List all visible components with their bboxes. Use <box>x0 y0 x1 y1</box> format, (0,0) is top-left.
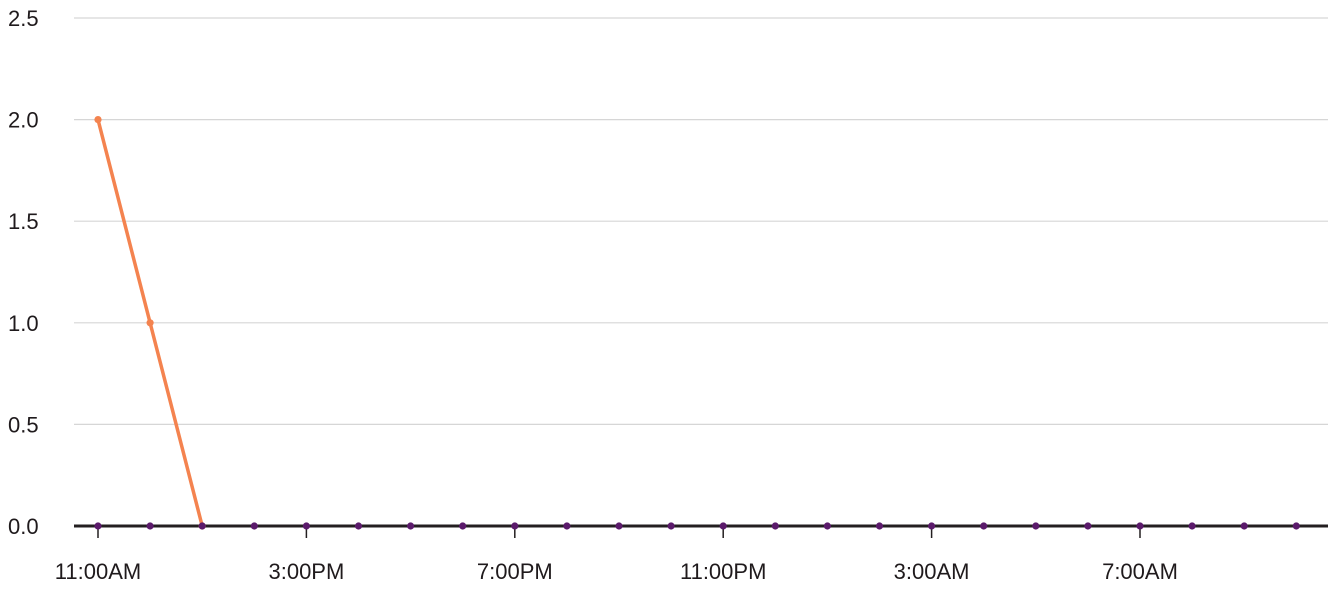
data-point[interactable] <box>407 522 415 530</box>
data-point[interactable] <box>615 522 623 530</box>
data-point[interactable] <box>94 116 102 124</box>
y-axis-tick-labels: 0.0 0.5 1.0 1.5 2.0 2.5 <box>8 6 39 539</box>
data-point[interactable] <box>146 319 154 327</box>
data-point[interactable] <box>94 522 102 530</box>
y-tick-label: 0.0 <box>8 514 39 539</box>
data-point[interactable] <box>1292 522 1300 530</box>
data-point[interactable] <box>146 522 154 530</box>
data-point[interactable] <box>563 522 571 530</box>
y-tick-label: 1.5 <box>8 209 39 234</box>
data-point[interactable] <box>667 522 675 530</box>
y-tick-label: 0.5 <box>8 412 39 437</box>
y-tick-label: 2.0 <box>8 108 39 133</box>
x-tick-label: 7:00AM <box>1102 559 1178 584</box>
data-point[interactable] <box>1188 522 1196 530</box>
data-point[interactable] <box>1032 522 1040 530</box>
data-point[interactable] <box>875 522 884 530</box>
data-point[interactable] <box>928 522 936 530</box>
y-tick-label: 2.5 <box>8 6 39 31</box>
data-point[interactable] <box>354 522 363 530</box>
point-layer <box>94 116 1300 530</box>
data-point[interactable] <box>1136 522 1144 530</box>
data-point[interactable] <box>459 522 467 530</box>
data-point[interactable] <box>771 522 779 530</box>
data-point[interactable] <box>980 522 988 530</box>
x-tick-label: 11:00PM <box>680 559 766 584</box>
data-point[interactable] <box>511 522 519 530</box>
x-tick-label: 7:00PM <box>477 559 553 584</box>
data-point[interactable] <box>302 522 310 530</box>
x-tick-label: 11:00AM <box>55 559 141 584</box>
data-point[interactable] <box>198 522 206 530</box>
data-point[interactable] <box>250 522 258 530</box>
data-point[interactable] <box>1084 522 1092 530</box>
data-point[interactable] <box>823 522 832 530</box>
data-point[interactable] <box>719 522 727 530</box>
y-tick-label: 1.0 <box>8 311 39 336</box>
x-axis-tick-labels: 11:00AM 3:00PM 7:00PM 11:00PM 3:00AM 7:00AM <box>55 559 1178 584</box>
x-tick-label: 3:00PM <box>268 559 344 584</box>
grid-lines <box>74 17 1328 425</box>
data-point[interactable] <box>1240 522 1248 530</box>
x-tick-label: 3:00AM <box>894 559 970 584</box>
